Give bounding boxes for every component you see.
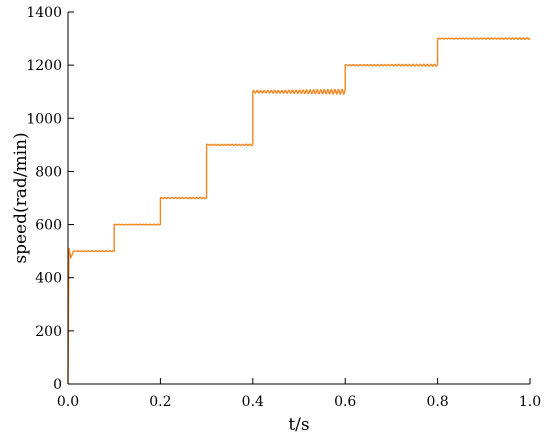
x-tick-label: 0.0 [57, 394, 79, 410]
y-axis-title: speed(rad/min) [11, 132, 31, 263]
y-tick-label: 1000 [26, 111, 62, 127]
y-tick-label: 1200 [26, 58, 62, 74]
axes: 0.0 0.2 0.4 0.6 0.8 1.0 0 200 400 600 800 1000 1200 1… [26, 5, 541, 410]
series-line [67, 37, 531, 385]
y-tick-label: 0 [53, 377, 62, 393]
y-tick-label: 200 [35, 324, 62, 340]
x-tick-label: 0.6 [334, 394, 356, 410]
y-tick-label: 600 [35, 218, 62, 234]
y-tick-label: 400 [35, 271, 62, 287]
y-tick-label: 800 [35, 164, 62, 180]
x-tick-label: 0.4 [242, 394, 264, 410]
x-tick-label: 0.2 [149, 394, 171, 410]
x-axis-title: t/s [288, 415, 309, 435]
plot-area [67, 37, 531, 385]
x-tick-label: 1.0 [519, 394, 541, 410]
y-tick-label: 1400 [26, 5, 62, 21]
x-tick-label: 0.8 [426, 394, 448, 410]
